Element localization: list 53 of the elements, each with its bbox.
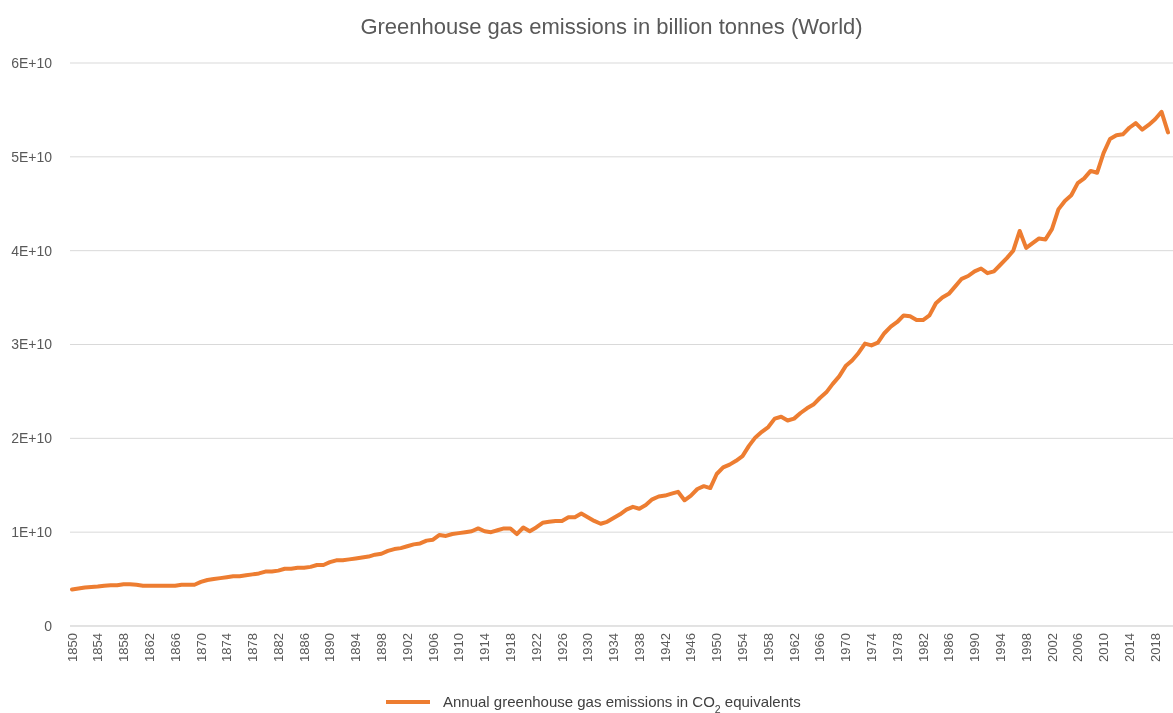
y-tick-label: 0: [44, 617, 53, 634]
x-tick-label: 1974: [863, 633, 879, 662]
x-tick-label: 1882: [270, 633, 286, 662]
x-tick-label: 1982: [915, 633, 931, 662]
x-tick-label: 1978: [889, 633, 905, 662]
x-tick-label: 1870: [193, 633, 209, 662]
x-tick-label: 1878: [245, 633, 261, 662]
x-tick-label: 1954: [735, 633, 751, 662]
x-tick-label: 1986: [941, 633, 957, 662]
x-tick-label: 1910: [451, 633, 467, 662]
x-tick-label: 1858: [116, 633, 132, 662]
x-tick-label: 1994: [992, 633, 1008, 662]
x-tick-label: 1890: [322, 633, 338, 662]
y-tick-label: 3E+10: [11, 336, 53, 353]
y-tick-label: 1E+10: [11, 524, 53, 541]
line-series: [70, 109, 1170, 592]
y-tick-label: 2E+10: [11, 430, 53, 447]
legend-label: Annual greenhouse gas emissions in CO$_{2}$ equivalents: [443, 693, 801, 713]
x-tick-label: 1922: [528, 633, 544, 662]
x-tick-label: 1926: [554, 633, 570, 662]
x-tick-label: 2018: [1147, 633, 1163, 662]
x-tick-label: 1862: [141, 633, 157, 662]
x-tick-label: 1902: [399, 633, 415, 662]
y-tick-label: 4E+10: [11, 242, 53, 259]
x-tick-label: 1918: [502, 633, 518, 662]
x-tick-label: 2014: [1121, 633, 1137, 662]
y-tick-label: 6E+10: [11, 54, 53, 71]
y-tick-label: 5E+10: [11, 148, 53, 165]
x-tick-label: 1930: [580, 633, 596, 662]
chart-title: Greenhouse gas emissions in billion tonnes (World): [360, 14, 863, 39]
x-tick-label: 1850: [64, 633, 80, 662]
x-tick-label: 2006: [1070, 633, 1086, 662]
x-tick-label: 1946: [683, 633, 699, 662]
x-tick-label: 1998: [1018, 633, 1034, 662]
x-tick-label: 1874: [219, 633, 235, 662]
x-tick-label: 1966: [812, 633, 828, 662]
x-tick-label: 1970: [838, 633, 854, 662]
x-tick-label: 1866: [167, 633, 183, 662]
x-tick-label: 1854: [90, 633, 106, 662]
x-tick-label: 1886: [296, 633, 312, 662]
x-tick-label: 1894: [348, 633, 364, 662]
x-tick-label: 1942: [657, 633, 673, 662]
x-tick-label: 2010: [1096, 633, 1112, 662]
x-tick-label: 1990: [967, 633, 983, 662]
x-tick-label: 1934: [606, 633, 622, 662]
x-tick-label: 1914: [477, 633, 493, 662]
x-tick-label: 2002: [1044, 633, 1060, 662]
x-tick-label: 1938: [631, 633, 647, 662]
x-tick-label: 1962: [786, 633, 802, 662]
x-tick-label: 1950: [709, 633, 725, 662]
x-tick-label: 1958: [760, 633, 776, 662]
x-tick-label: 1898: [374, 633, 390, 662]
x-tick-label: 1906: [425, 633, 441, 662]
